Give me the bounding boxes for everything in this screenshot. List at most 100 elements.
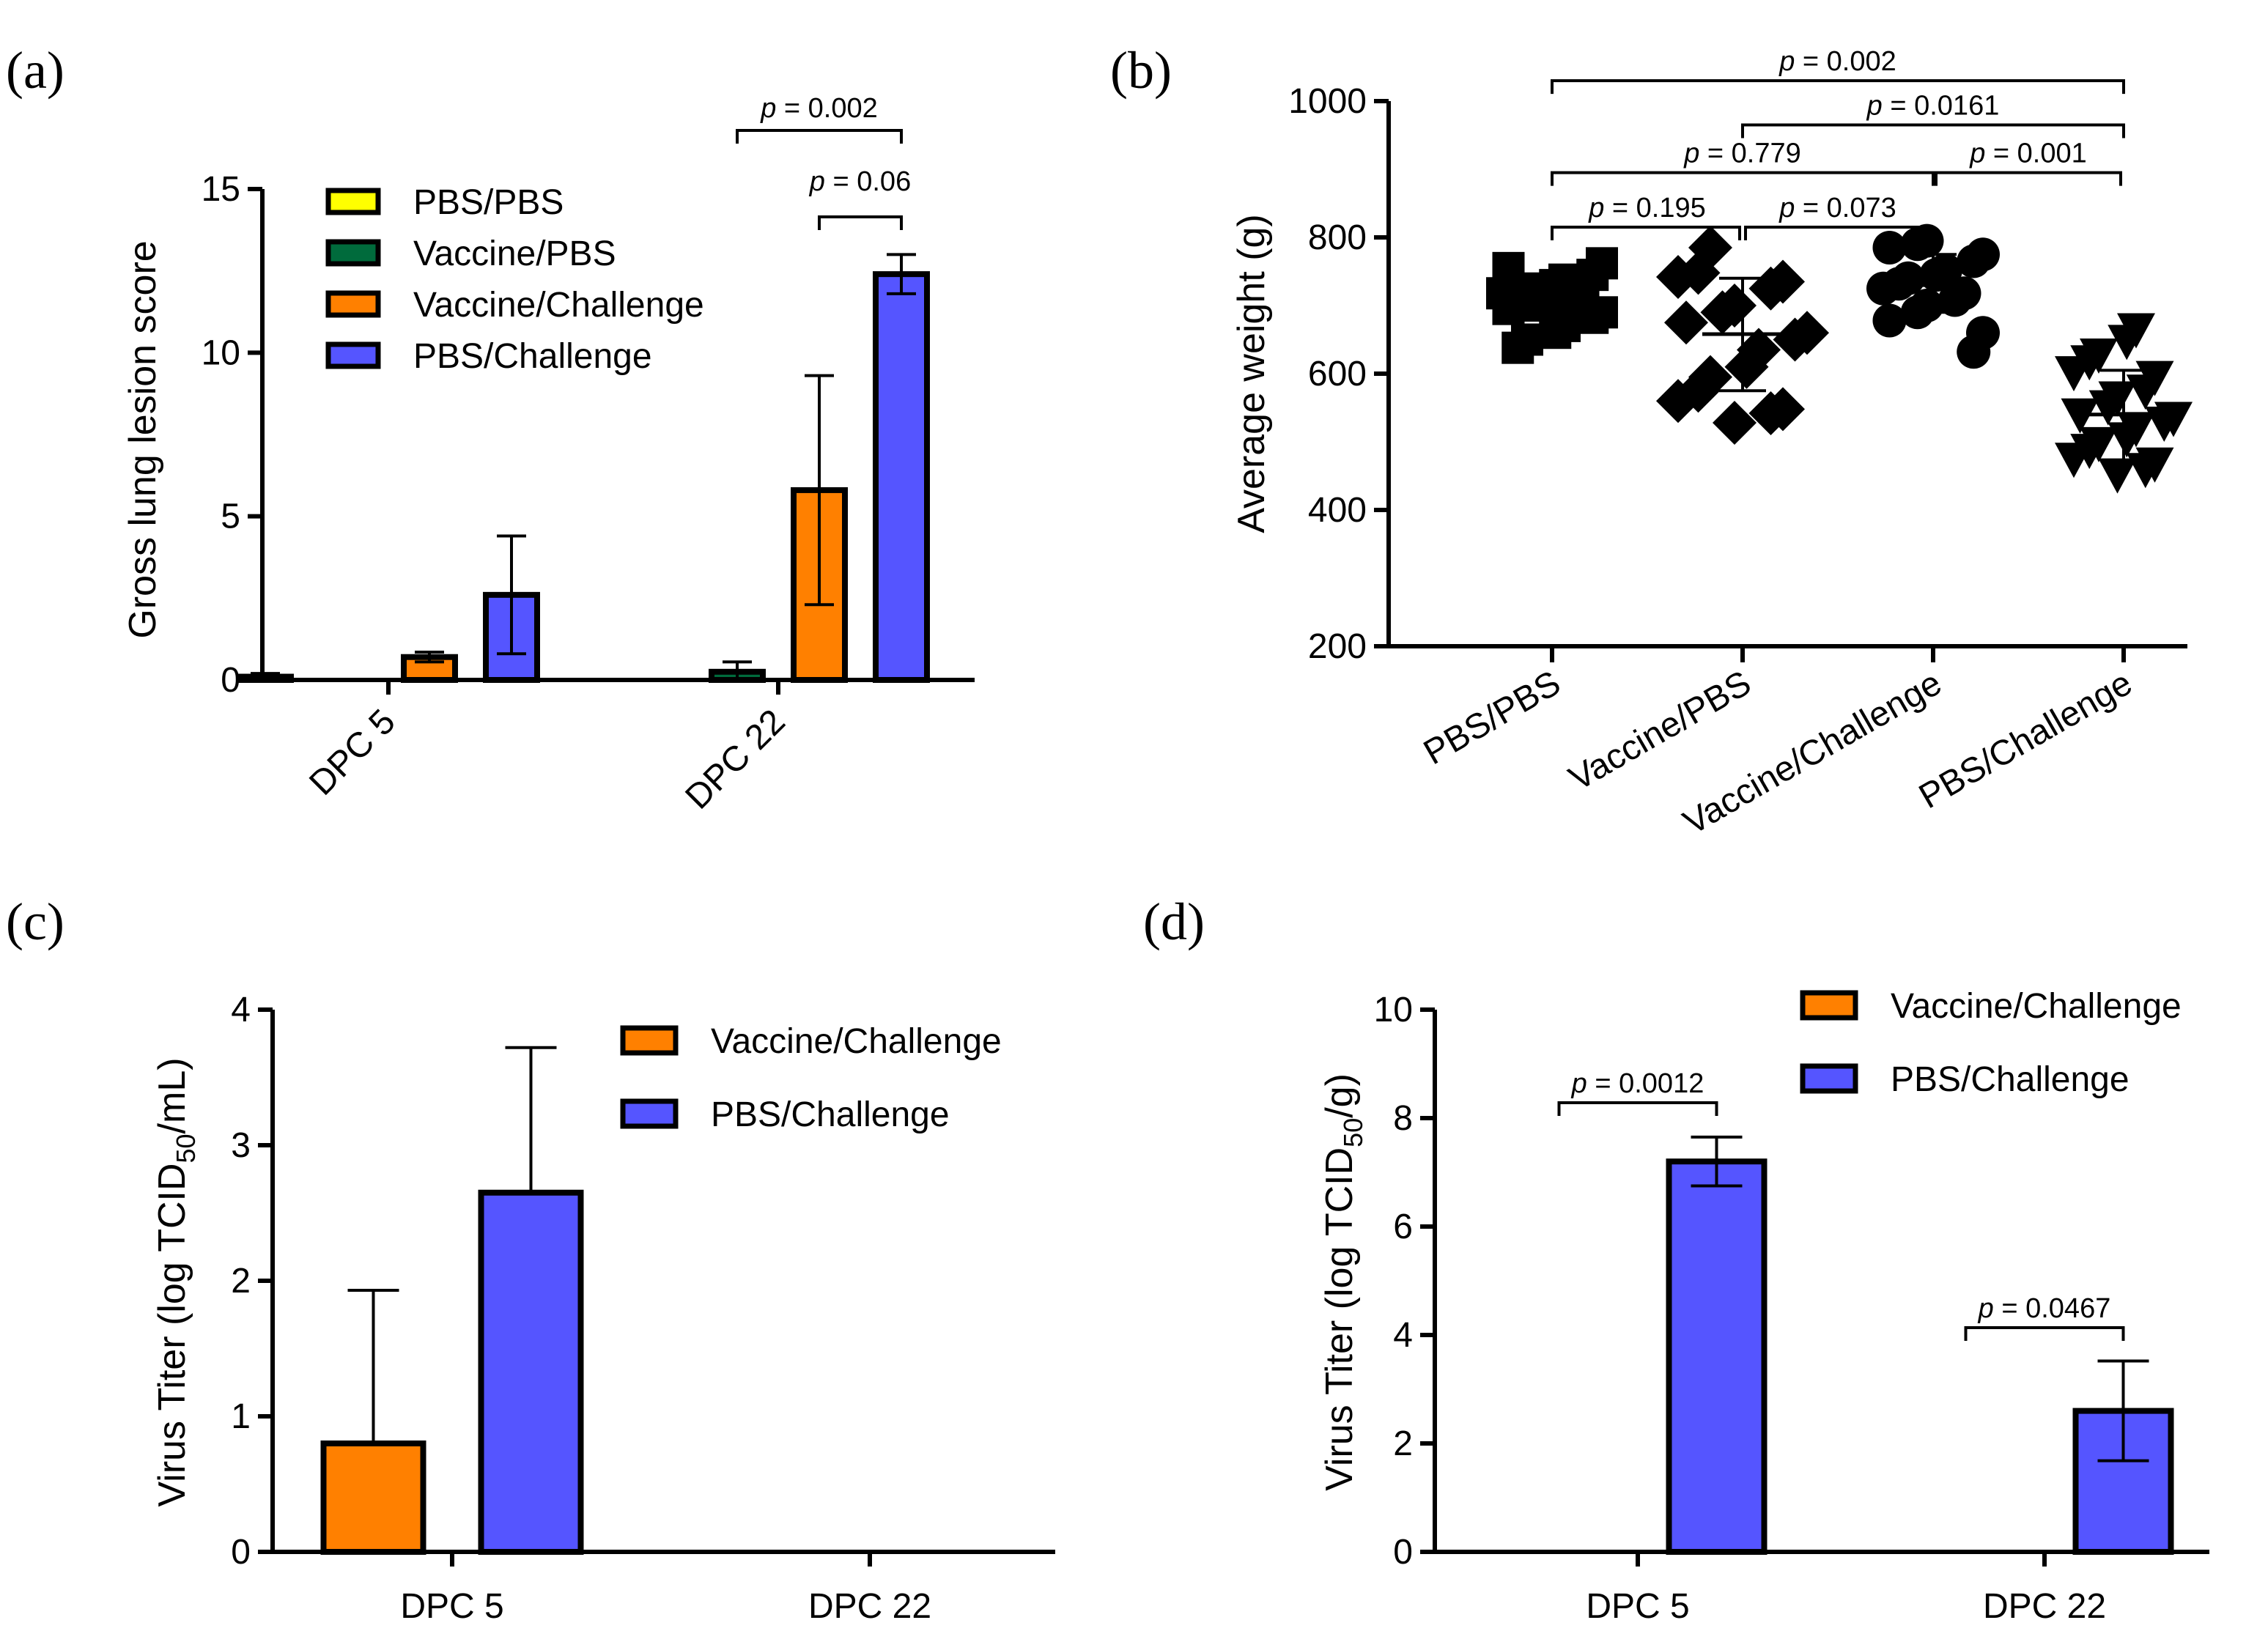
a-pvalue: p = 0.002 xyxy=(760,93,878,124)
c-legend-label: Vaccine/Challenge xyxy=(711,1022,1002,1061)
a-legend-label: PBS/Challenge xyxy=(413,337,652,376)
panel-d-ylabel: Virus Titer (log TCID50/g) xyxy=(1318,1073,1368,1491)
panel-label-d: (d) xyxy=(1143,892,1205,951)
b-ytick-label: 1000 xyxy=(1288,82,1367,121)
b-pvalue: p = 0.073 xyxy=(1778,193,1896,223)
b-point-triangle xyxy=(2126,374,2165,410)
a-pvalue: p = 0.06 xyxy=(809,166,911,197)
d-ytick-label: 4 xyxy=(1393,1316,1413,1355)
b-point-square xyxy=(1539,317,1572,350)
b-bracket xyxy=(1744,226,1932,241)
panel-d-ylabel-end: /g) xyxy=(1318,1073,1361,1118)
a-legend-swatch xyxy=(325,239,381,267)
c-ytick-label: 0 xyxy=(231,1533,251,1572)
b-point-circle xyxy=(1872,230,1907,265)
b-point-square xyxy=(1501,331,1534,364)
b-point-circle xyxy=(1872,303,1907,338)
d-bar-pbs-challenge xyxy=(1666,1158,1768,1555)
panel-c: (c) Virus Titer (log TCID50/mL) 0 1 2 3 4 DPC… xyxy=(6,892,1055,1626)
d-pvalue: p = 0.0467 xyxy=(1978,1293,2111,1324)
b-point-circle xyxy=(1866,271,1900,306)
b-point-diamond xyxy=(1656,379,1700,424)
b-bracket xyxy=(1551,79,2125,95)
c-xtick-label: DPC 5 xyxy=(400,1587,503,1626)
a-legend-swatch xyxy=(325,290,381,318)
a-bracket xyxy=(818,215,903,230)
b-point-triangle xyxy=(2070,434,2109,470)
a-legend-swatch xyxy=(325,188,381,215)
d-legend-swatch xyxy=(1800,990,1858,1021)
b-point-triangle xyxy=(2061,398,2099,434)
b-point-square xyxy=(1492,292,1525,325)
a-xtick-label: DPC 22 xyxy=(678,702,792,816)
b-point-diamond xyxy=(1664,300,1708,345)
b-point-circle xyxy=(1957,244,1991,278)
c-legend-swatch xyxy=(620,1098,679,1129)
b-pvalue: p = 0.0161 xyxy=(1866,91,2000,122)
b-ytick-label: 800 xyxy=(1308,218,1367,257)
panel-b-ylabel: Average weight (g) xyxy=(1230,214,1273,533)
b-point-diamond xyxy=(1724,344,1769,389)
b-bracket xyxy=(1741,123,2125,138)
d-legend-label: PBS/Challenge xyxy=(1891,1060,2130,1099)
c-legend-swatch xyxy=(620,1025,679,1056)
a-bracket xyxy=(736,129,903,144)
b-point-triangle xyxy=(2055,443,2093,478)
b-pvalue: p = 0.002 xyxy=(1778,46,1896,77)
c-xtick-label: DPC 22 xyxy=(808,1587,931,1626)
d-ytick-label: 10 xyxy=(1374,991,1413,1029)
a-legend-label: Vaccine/Challenge xyxy=(413,286,704,325)
a-legend-swatch xyxy=(325,341,381,369)
panel-d-ylabel-main: Virus Titer (log TCID xyxy=(1318,1147,1361,1491)
a-bar-pbs-challenge xyxy=(873,271,930,683)
b-point-circle xyxy=(1900,227,1935,262)
c-bar-vaccine-challenge xyxy=(320,1440,426,1555)
b-ytick-label: 200 xyxy=(1308,627,1367,666)
d-bracket xyxy=(1964,1326,2125,1341)
b-pvalue: p = 0.779 xyxy=(1683,138,1801,169)
d-xtick-label: DPC 5 xyxy=(1586,1587,1689,1626)
b-xtick-label: PBS/Challenge xyxy=(1913,664,2138,817)
panel-label-c: (c) xyxy=(6,892,64,951)
b-point-circle xyxy=(1938,283,1972,317)
c-ytick-label: 4 xyxy=(231,991,251,1029)
c-ytick-label: 3 xyxy=(231,1126,251,1165)
panel-label-a: (a) xyxy=(6,41,64,100)
b-xtick-label: PBS/PBS xyxy=(1417,664,1567,773)
b-point-triangle xyxy=(2070,345,2109,381)
a-ytick-label: 5 xyxy=(221,498,240,536)
panel-a-ylabel: Gross lung lesion score xyxy=(122,240,164,638)
b-point-diamond xyxy=(1656,254,1700,299)
panel-c-ylabel-main: Virus Titer (log TCID xyxy=(151,1163,193,1506)
b-point-diamond xyxy=(1700,290,1745,335)
b-point-diamond xyxy=(1748,391,1793,435)
b-point-diamond xyxy=(1713,400,1757,445)
c-legend-label: PBS/Challenge xyxy=(711,1095,950,1134)
b-point-diamond xyxy=(1773,317,1817,362)
b-pvalue: p = 0.001 xyxy=(1969,138,2087,169)
a-xtick-label: DPC 5 xyxy=(302,702,402,802)
d-legend-label: Vaccine/Challenge xyxy=(1891,987,2182,1026)
panel-label-b: (b) xyxy=(1110,41,1172,100)
panel-c-ylabel-end: /mL) xyxy=(151,1057,193,1133)
b-ytick-label: 400 xyxy=(1308,491,1367,530)
b-bracket xyxy=(1551,171,1935,186)
b-point-circle xyxy=(1957,335,1991,369)
c-bar-pbs-challenge xyxy=(478,1189,584,1555)
b-ytick-label: 600 xyxy=(1308,355,1367,393)
a-legend-label: Vaccine/PBS xyxy=(413,234,616,273)
d-pvalue: p = 0.0012 xyxy=(1571,1068,1704,1099)
a-ytick-label: 15 xyxy=(202,170,240,209)
panel-c-ylabel-sub: 50 xyxy=(171,1133,201,1163)
d-ytick-label: 2 xyxy=(1393,1424,1413,1463)
d-ytick-label: 6 xyxy=(1393,1207,1413,1246)
panel-c-ylabel: Virus Titer (log TCID50/mL) xyxy=(151,1057,201,1506)
d-legend-swatch xyxy=(1800,1063,1858,1094)
panel-b: (b) Average weight (g) 200 400 600 800 1000 P… xyxy=(1110,41,2193,843)
b-point-triangle xyxy=(2108,325,2146,360)
b-point-triangle xyxy=(2108,422,2146,458)
c-ytick-label: 1 xyxy=(231,1397,251,1436)
panel-d-ylabel-sub: 50 xyxy=(1338,1118,1368,1147)
panel-d: (d) Virus Titer (log TCID50/g) 0 2 4 6 8 10 DP… xyxy=(1143,892,2209,1626)
